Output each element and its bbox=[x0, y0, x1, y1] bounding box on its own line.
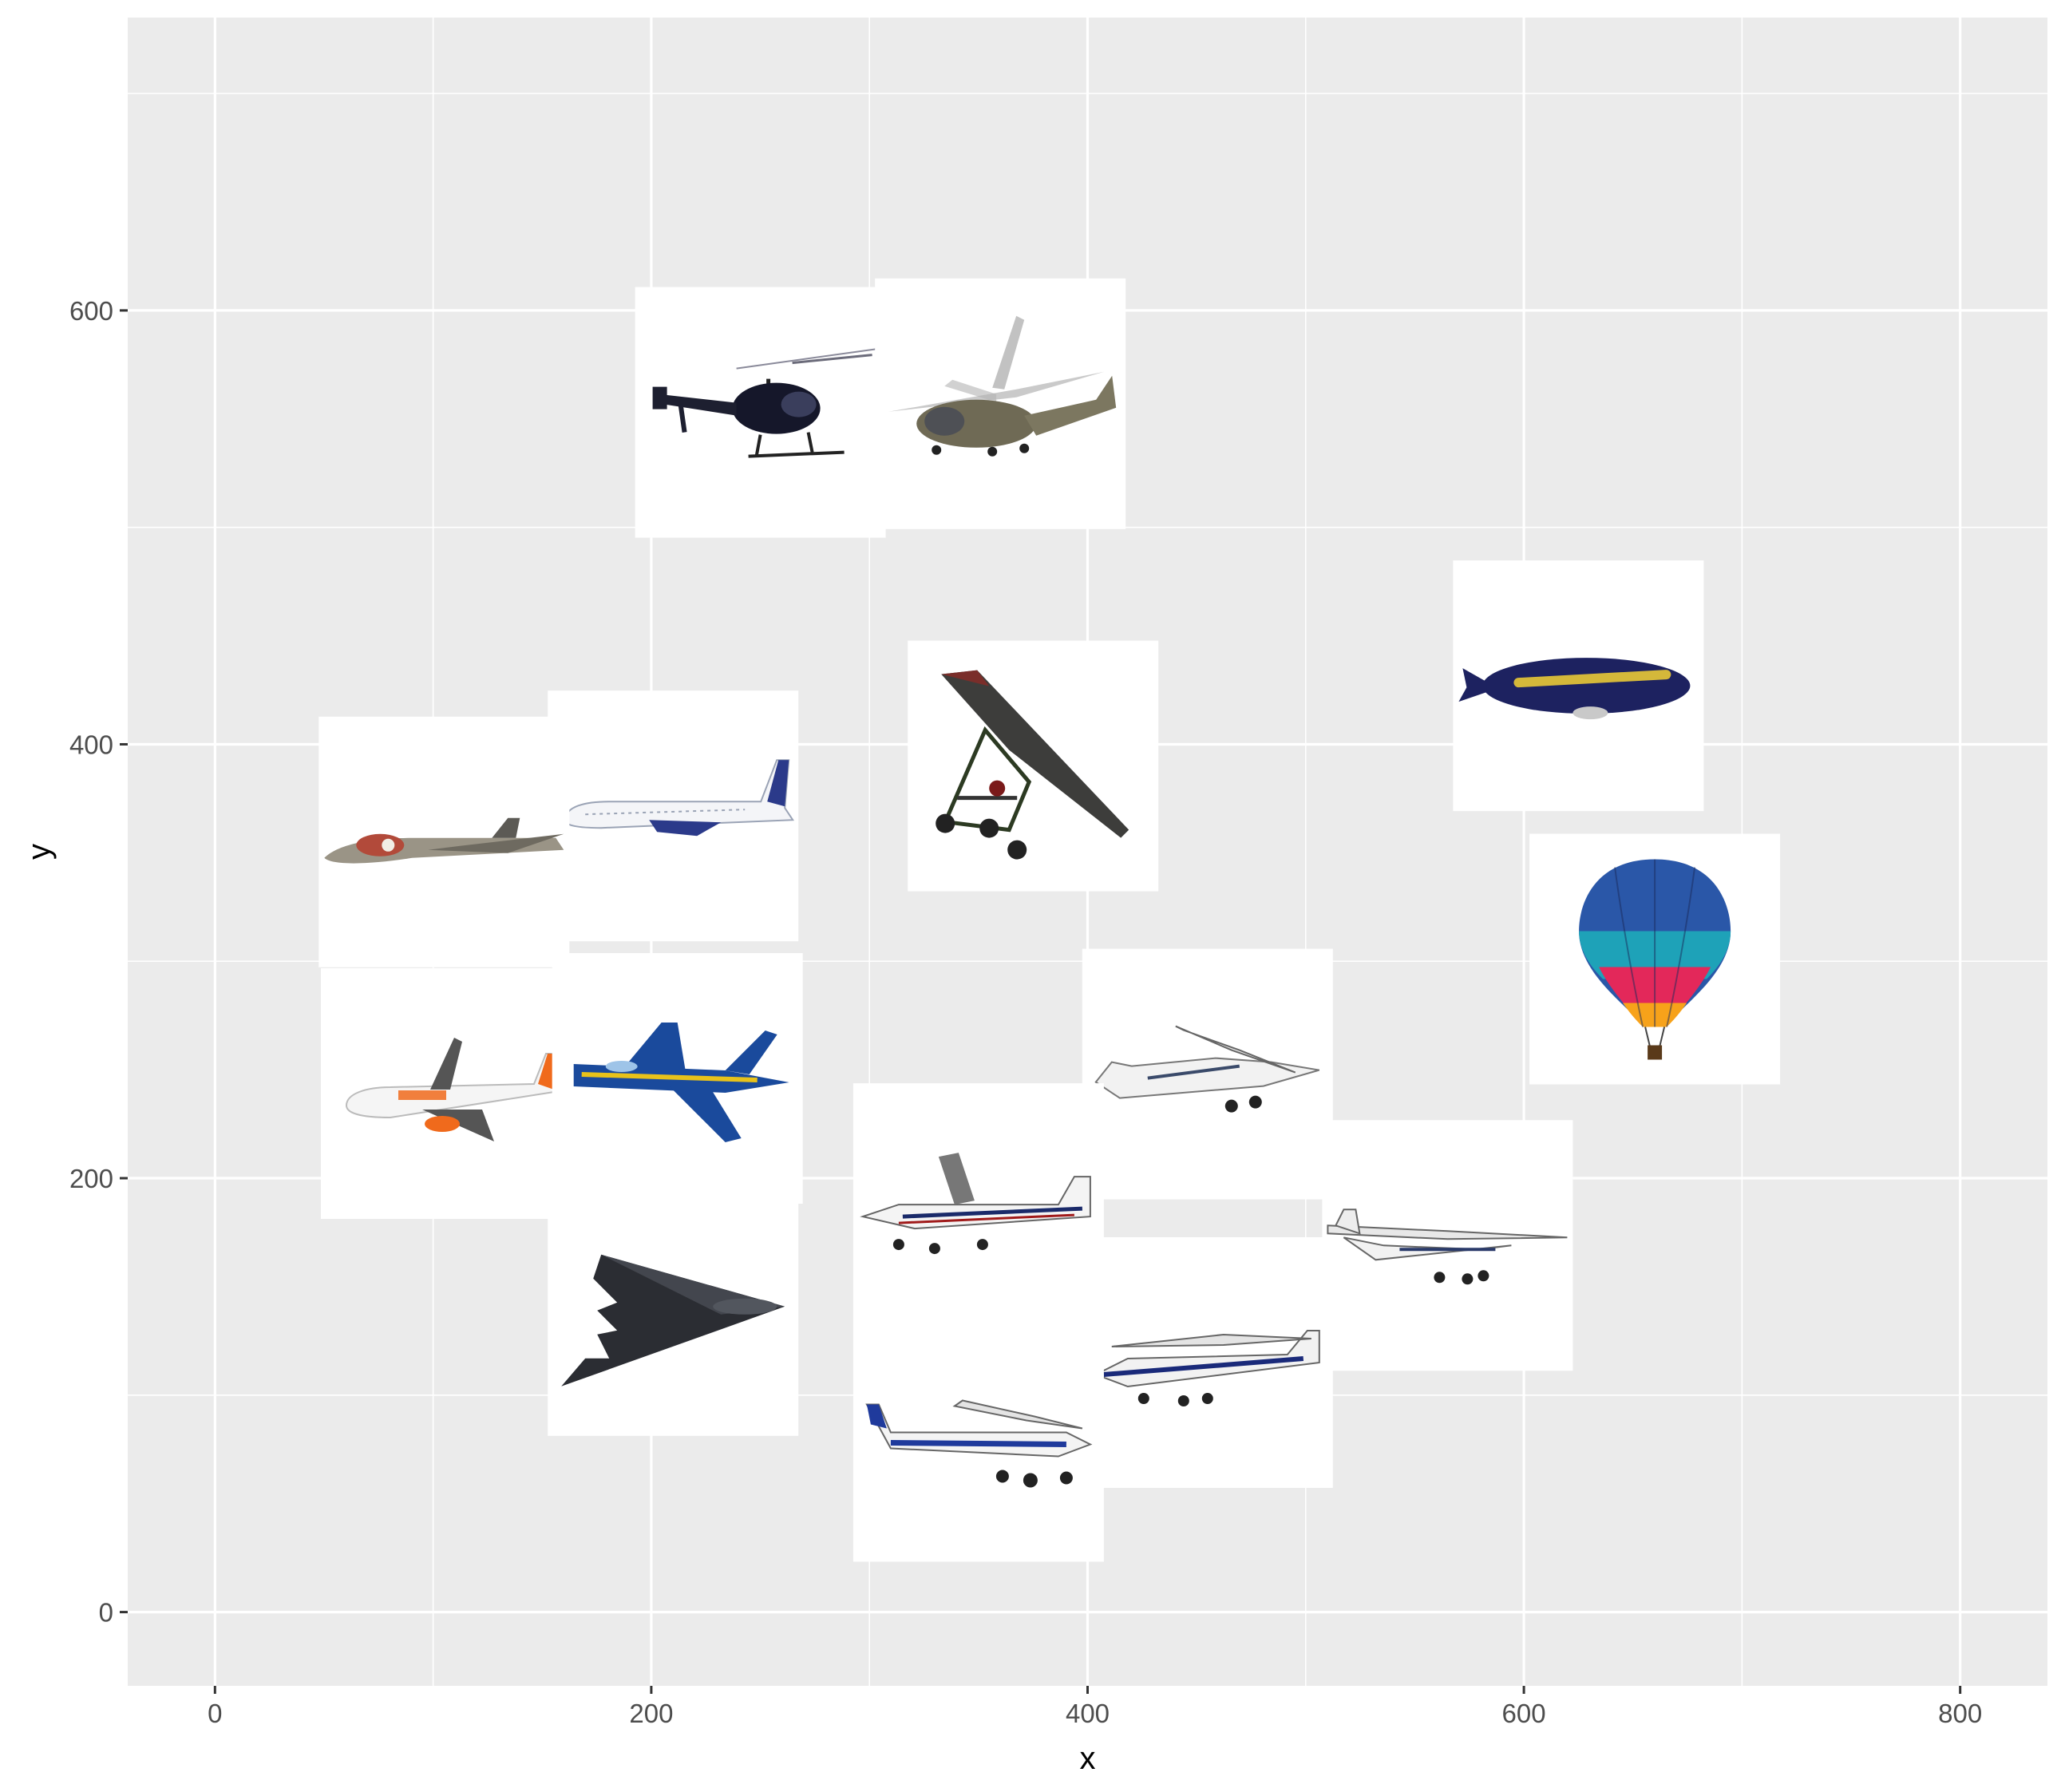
fighter-jet-icon bbox=[552, 953, 803, 1204]
airship-goodyear-icon bbox=[1453, 560, 1704, 812]
vintage-jet-icon bbox=[318, 716, 570, 967]
icon-art bbox=[1327, 1209, 1568, 1285]
image-points bbox=[318, 278, 1781, 1562]
easyjet-airliner-icon bbox=[321, 968, 572, 1219]
cessna-s2-aex-icon bbox=[853, 1311, 1104, 1562]
axis-ticks bbox=[120, 309, 1962, 1694]
y-axis-title: y bbox=[22, 844, 57, 860]
x-tick-label: 800 bbox=[1938, 1699, 1982, 1728]
x-axis-title: x bbox=[1080, 1741, 1096, 1776]
cessna-blue-stripe-icon bbox=[1082, 1237, 1333, 1488]
icon-art bbox=[936, 670, 1129, 860]
icon-art bbox=[652, 347, 880, 458]
y-tick-label: 200 bbox=[69, 1164, 113, 1193]
icon-art bbox=[865, 1399, 1093, 1488]
icon-art bbox=[1579, 859, 1731, 1060]
icon-art bbox=[573, 1023, 789, 1142]
icon-art bbox=[561, 1254, 785, 1387]
icon-art bbox=[564, 759, 795, 837]
stealth-bomber-icon bbox=[548, 1185, 799, 1436]
cessna-high-wing-icon bbox=[1322, 1120, 1573, 1371]
x-tick-label: 200 bbox=[629, 1699, 673, 1728]
y-axis-tick-labels: 0 200 400 600 bbox=[69, 296, 113, 1628]
icon-art bbox=[888, 315, 1117, 457]
icon-art bbox=[1094, 1330, 1320, 1406]
icon-art bbox=[345, 1038, 560, 1141]
icon-art bbox=[324, 817, 564, 864]
x-axis-tick-labels: 0 200 400 600 800 bbox=[208, 1699, 1982, 1728]
hot-air-balloon-icon bbox=[1529, 833, 1781, 1085]
y-tick-label: 0 bbox=[99, 1598, 113, 1628]
x-tick-label: 400 bbox=[1066, 1699, 1110, 1728]
helicopter-dark-icon bbox=[635, 287, 886, 538]
cessna-d-eowi-icon bbox=[853, 1083, 1104, 1335]
hang-glider-trike-icon bbox=[908, 640, 1159, 892]
icon-art bbox=[1458, 658, 1691, 720]
y-tick-label: 600 bbox=[69, 296, 113, 326]
airliner-icon bbox=[548, 690, 799, 942]
x-tick-label: 0 bbox=[208, 1699, 222, 1728]
y-tick-label: 400 bbox=[69, 730, 113, 759]
x-tick-label: 600 bbox=[1502, 1699, 1546, 1728]
helicopter-camo-icon bbox=[875, 278, 1126, 529]
icon-art bbox=[860, 1153, 1091, 1255]
icon-art bbox=[1094, 1025, 1320, 1113]
cessna-g-jmke-icon bbox=[1082, 948, 1333, 1200]
